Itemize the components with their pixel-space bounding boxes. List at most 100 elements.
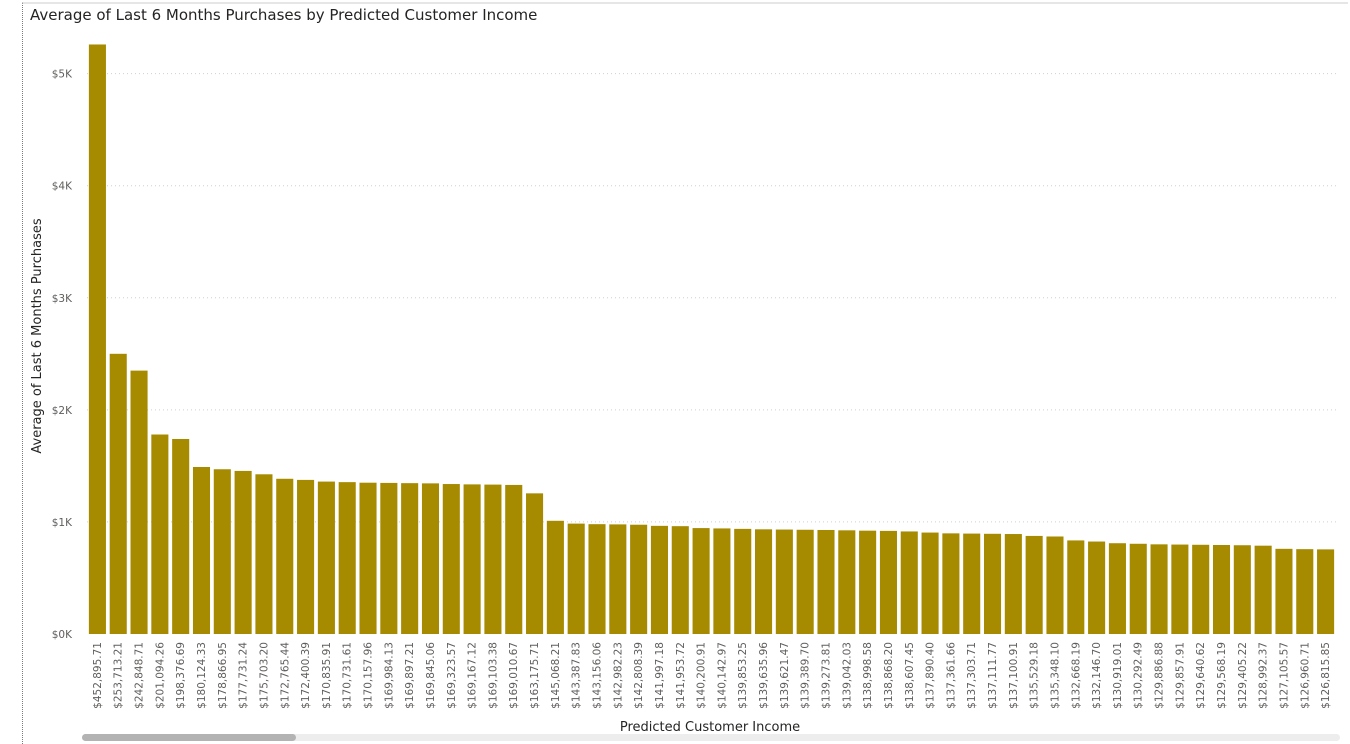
bar[interactable] [1212, 545, 1231, 634]
bar[interactable] [755, 529, 773, 634]
bar[interactable] [588, 524, 606, 634]
bar[interactable] [1067, 540, 1085, 634]
x-axis-ticks: $452,895.71 $253,713.21 $242,848.71 $201,09… [92, 642, 1332, 709]
bar[interactable] [567, 523, 585, 634]
y-axis-ticks: $0K $1K $2K $3K $4K $5K [52, 69, 73, 641]
bar[interactable] [1129, 543, 1147, 634]
bar[interactable] [213, 469, 231, 634]
x-tick-label: $143,156.06 [592, 642, 604, 709]
y-axis-title: Average of Last 6 Months Purchases [30, 218, 45, 453]
y-tick-label: $2K [52, 405, 73, 417]
x-tick-label: $242,848.71 [134, 642, 146, 709]
bar[interactable] [526, 493, 544, 634]
bar[interactable] [983, 533, 1002, 634]
x-tick-label: $138,607.45 [904, 642, 916, 709]
bar[interactable] [380, 482, 398, 634]
x-tick-label: $139,042.03 [841, 642, 853, 709]
bar[interactable] [921, 532, 939, 634]
x-tick-label: $175,703.20 [258, 642, 270, 709]
x-tick-label: $163,175.71 [529, 642, 541, 709]
bar[interactable] [630, 524, 648, 634]
bar[interactable] [963, 533, 981, 634]
bar[interactable] [463, 484, 481, 634]
bar[interactable] [671, 526, 689, 634]
gridlines [87, 73, 1336, 523]
x-tick-label: $139,635.96 [758, 642, 770, 709]
x-tick-label: $141,953.72 [675, 642, 687, 709]
bar[interactable] [1233, 545, 1251, 634]
visual-container[interactable] [22, 2, 1348, 744]
bar[interactable] [338, 482, 356, 634]
bar[interactable] [421, 483, 440, 634]
bar[interactable] [88, 44, 106, 635]
bar[interactable] [859, 530, 877, 634]
bar[interactable] [151, 434, 169, 634]
x-tick-label: $142,808.39 [633, 642, 645, 709]
bar[interactable] [1317, 549, 1335, 634]
bar[interactable] [130, 370, 148, 634]
bar[interactable] [796, 529, 814, 634]
bar[interactable] [234, 470, 252, 634]
x-tick-label: $169,010.67 [508, 642, 520, 709]
bar[interactable] [817, 529, 835, 634]
bar[interactable] [1025, 535, 1043, 634]
horizontal-scrollbar-thumb[interactable] [82, 734, 296, 741]
x-tick-label: $201,094.26 [154, 642, 166, 709]
x-tick-label: $178,866.95 [217, 642, 229, 709]
bar[interactable] [484, 484, 502, 634]
bar[interactable] [317, 481, 335, 634]
bar[interactable] [1108, 543, 1126, 634]
bar[interactable] [276, 478, 294, 634]
horizontal-scrollbar-track[interactable] [82, 734, 1340, 741]
bar[interactable] [172, 438, 190, 634]
bar[interactable] [359, 482, 377, 634]
bar[interactable] [1296, 549, 1314, 634]
bar[interactable] [109, 353, 127, 634]
bar[interactable] [1254, 545, 1272, 634]
bar[interactable] [1004, 534, 1022, 634]
bar[interactable] [1046, 536, 1064, 634]
x-tick-label: $170,731.61 [342, 642, 354, 709]
bars [88, 44, 1335, 635]
bar[interactable] [297, 479, 315, 634]
x-tick-label: $138,868.20 [883, 642, 895, 709]
bar[interactable] [900, 531, 918, 634]
x-tick-label: $170,835.91 [321, 642, 333, 709]
x-tick-label: $172,765.44 [279, 642, 291, 709]
bar[interactable] [1171, 544, 1189, 634]
chart-title: Average of Last 6 Months Purchases by Pr… [30, 6, 538, 24]
x-tick-label: $139,273.81 [820, 642, 832, 709]
bar[interactable] [775, 529, 793, 634]
x-tick-label: $137,111.77 [987, 642, 999, 709]
bar[interactable] [692, 528, 710, 634]
x-tick-label: $137,100.91 [1008, 642, 1020, 709]
x-tick-label: $177,731.24 [238, 642, 250, 709]
bar[interactable] [255, 474, 273, 634]
bar[interactable] [1150, 544, 1168, 634]
bar[interactable] [942, 533, 960, 634]
x-tick-label: $169,845.06 [425, 642, 437, 709]
bar[interactable] [713, 528, 731, 634]
bar[interactable] [442, 484, 460, 634]
x-tick-label: $145,068.21 [550, 642, 562, 709]
bar[interactable] [838, 530, 856, 634]
bar[interactable] [1088, 541, 1106, 634]
bar[interactable] [879, 530, 897, 634]
x-tick-label: $130,292.49 [1133, 642, 1145, 709]
bar[interactable] [1275, 548, 1293, 634]
bar[interactable] [734, 528, 752, 634]
bar[interactable] [609, 524, 627, 634]
x-tick-label: $137,303.71 [966, 642, 978, 709]
x-tick-label: $126,815.85 [1320, 642, 1332, 709]
bar[interactable] [192, 467, 211, 634]
bar[interactable] [1192, 544, 1210, 634]
bar[interactable] [401, 483, 419, 634]
bar[interactable] [650, 525, 668, 634]
x-tick-label: $143,387.83 [571, 642, 583, 709]
bar[interactable] [546, 520, 564, 634]
x-tick-label: $132,146.70 [1091, 642, 1103, 709]
bar[interactable] [505, 484, 523, 634]
x-tick-label: $135,529.18 [1029, 642, 1041, 709]
x-tick-label: $169,167.12 [467, 642, 479, 709]
